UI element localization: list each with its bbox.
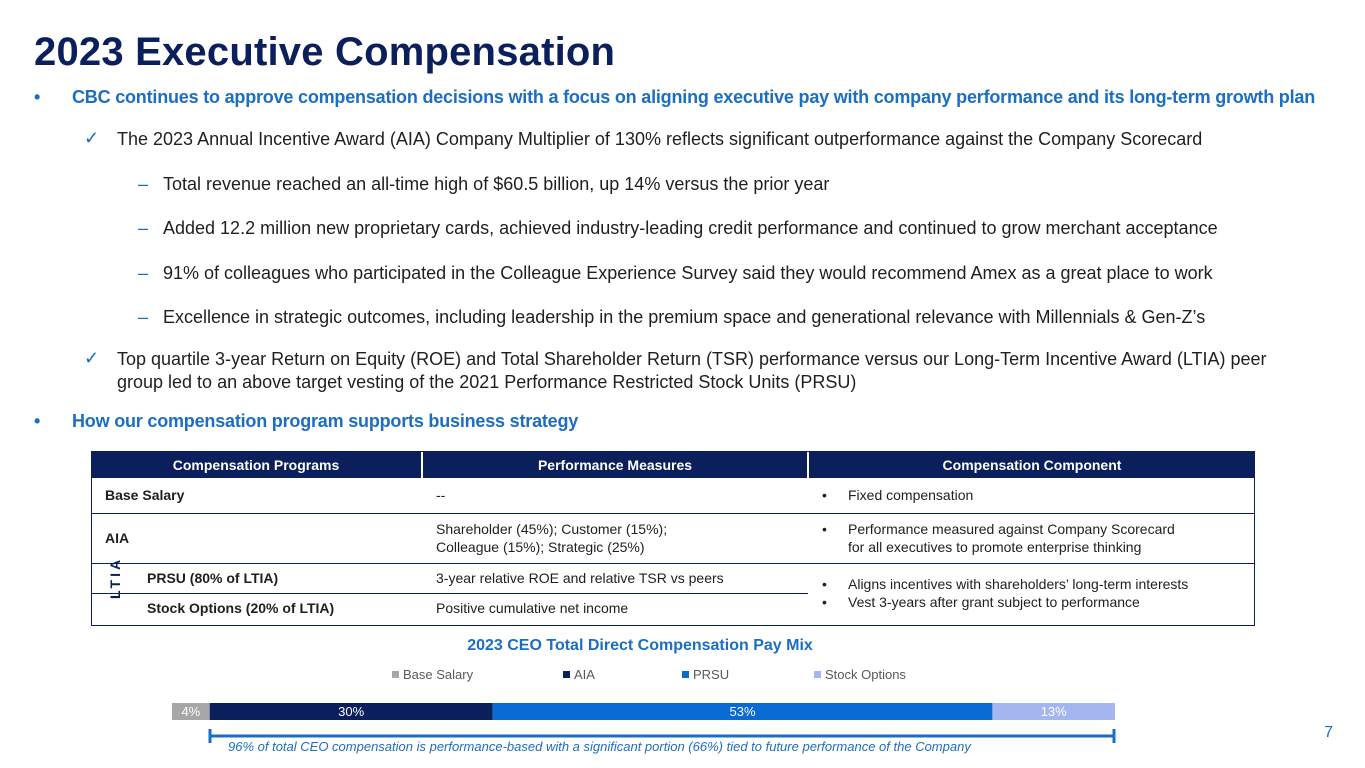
measure-cell: 3-year relative ROE and relative TSR vs … <box>436 570 724 586</box>
component-line: for all executives to promote enterprise… <box>848 539 1142 555</box>
bullet-symbol: • <box>34 411 41 431</box>
table-row-base-salary: Base Salary -- • Fixed compensation <box>91 478 1255 513</box>
legend-aia: AIA <box>563 667 595 682</box>
program-cell: AIA <box>105 530 130 546</box>
check-roe-tsr: ✓ Top quartile 3-year Return on Equity (… <box>84 348 1334 394</box>
page-title: 2023 Executive Compensation <box>34 30 616 74</box>
bar-label-stock-options: 13% <box>1041 704 1067 719</box>
bar-segment-aia <box>209 703 493 720</box>
bracket <box>208 729 1116 743</box>
header-component: Compensation Component <box>808 451 1255 478</box>
measure-cell: Shareholder (45%); Customer (15%); Colle… <box>422 513 808 563</box>
bullet-symbol: • <box>822 594 827 611</box>
sub-text: Excellence in strategic outcomes, includ… <box>163 307 1206 327</box>
measure-line: Shareholder (45%); Customer (15%); <box>436 521 668 537</box>
legend-stock-options: Stock Options <box>814 667 906 682</box>
bar-segment-prsu <box>492 703 993 720</box>
component-text: Vest 3-years after grant subject to perf… <box>848 594 1140 611</box>
bullet-text: CBC continues to approve compensation de… <box>72 87 1315 107</box>
bullet-text: How our compensation program supports bu… <box>72 411 579 431</box>
bar-label-aia: 30% <box>338 704 364 719</box>
sub-text: Added 12.2 million new proprietary cards… <box>163 218 1218 238</box>
header-measures: Performance Measures <box>422 451 809 478</box>
check-text: Top quartile 3-year Return on Equity (RO… <box>117 349 1267 392</box>
checkmark-icon: ✓ <box>84 348 100 368</box>
measure-cell: -- <box>436 487 446 504</box>
legend-swatch <box>392 671 399 679</box>
program-cell: Base Salary <box>105 487 185 504</box>
table-row-prsu: PRSU (80% of LTIA) 3-year relative ROE a… <box>91 563 1255 623</box>
program-cell: PRSU (80% of LTIA) <box>147 570 279 586</box>
dash-symbol: – <box>138 307 149 327</box>
component-cell: • Aligns incentives with shareholders’ lo… <box>808 563 1255 623</box>
sub-text: Total revenue reached an all-time high o… <box>163 174 830 194</box>
legend-label: Stock Options <box>825 667 906 682</box>
component-cell: • Fixed compensation <box>808 478 1255 513</box>
legend-prsu: PRSU <box>682 667 729 682</box>
measure-line: Colleague (15%); Strategic (25%) <box>436 539 645 555</box>
program-cell: Stock Options (20% of LTIA) <box>147 600 335 617</box>
bullet-symbol: • <box>822 487 827 504</box>
bar-segment-base-salary <box>172 703 210 720</box>
chart-annotation: 96% of total CEO compensation is perform… <box>228 739 971 754</box>
table-row-aia: AIA Shareholder (45%); Customer (15%); C… <box>91 513 1255 563</box>
bullet-symbol: • <box>34 87 41 107</box>
legend-swatch <box>682 671 689 679</box>
component-text: Aligns incentives with shareholders’ lon… <box>848 576 1189 593</box>
legend-label: Base Salary <box>403 667 474 682</box>
checkmark-icon: ✓ <box>84 128 100 148</box>
bullet-symbol: • <box>822 576 827 593</box>
compensation-table: Compensation Programs Performance Measur… <box>91 451 1255 623</box>
component-text: Fixed compensation <box>848 487 974 504</box>
dash-symbol: – <box>138 174 149 194</box>
bar-segment-stock-options <box>992 703 1115 720</box>
header-programs: Compensation Programs <box>91 451 423 478</box>
measure-cell: Positive cumulative net income <box>436 600 629 617</box>
legend-label: AIA <box>574 667 595 682</box>
check-text: The 2023 Annual Incentive Award (AIA) Co… <box>117 129 1203 149</box>
table-row-stock-options: Stock Options (20% of LTIA) Positive cum… <box>91 593 1255 623</box>
bar-label-base-salary: 4% <box>181 704 200 719</box>
dash-symbol: – <box>138 218 149 238</box>
bar-label-prsu: 53% <box>729 704 755 719</box>
bullet-symbol: • <box>822 521 827 537</box>
dash-symbol: – <box>138 263 149 283</box>
legend-swatch <box>563 671 570 679</box>
sub-text: 91% of colleagues who participated in th… <box>163 263 1213 283</box>
legend-swatch <box>814 671 821 679</box>
legend-base-salary: Base Salary <box>392 667 473 682</box>
chart-title: 2023 CEO Total Direct Compensation Pay M… <box>467 637 813 654</box>
component-line: Performance measured against Company Sco… <box>848 521 1175 537</box>
page-number: 7 <box>1324 724 1333 741</box>
component-cell: • Performance measured against Company S… <box>808 513 1255 563</box>
legend-label: PRSU <box>693 667 730 682</box>
